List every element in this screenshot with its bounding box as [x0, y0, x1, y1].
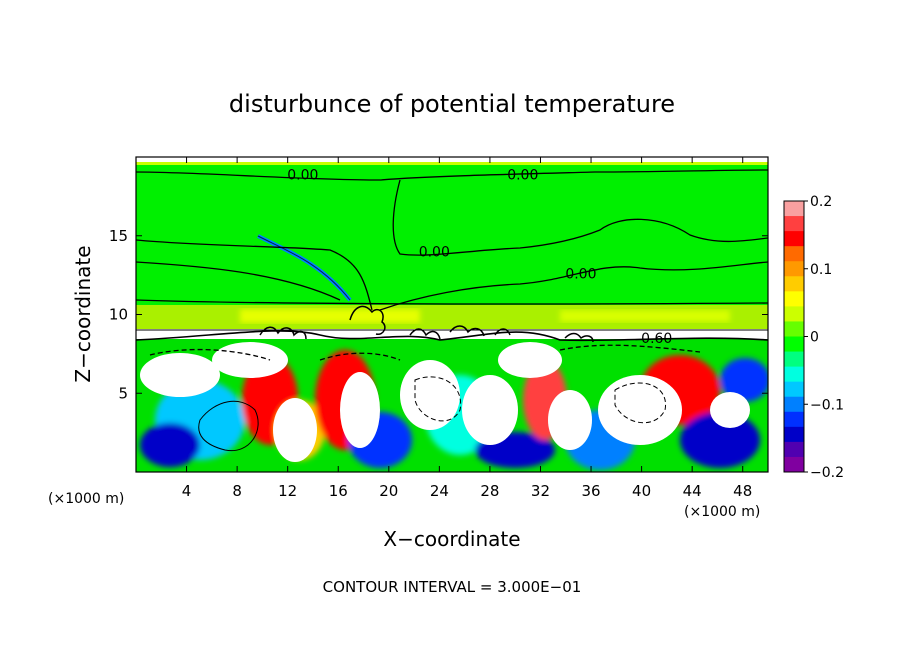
- colorbar-swatch: [784, 456, 804, 473]
- cloud-top: [494, 328, 511, 336]
- x-unit-right: (×1000 m): [684, 504, 760, 520]
- contour-label: 0.00: [287, 167, 318, 183]
- plot-area: [136, 157, 768, 472]
- y-tick-label: 5: [118, 384, 128, 402]
- contour-label: 0.00: [565, 267, 596, 283]
- cloud-top: [349, 305, 386, 335]
- turbulent-layer: [136, 339, 768, 472]
- blob: [680, 412, 760, 468]
- contour-line: [136, 330, 768, 342]
- colorbar-tick-label: 0.2: [810, 194, 832, 210]
- top-strip-yellow: [136, 162, 768, 165]
- contour-line: [414, 376, 462, 422]
- x-tick-label: 32: [531, 482, 550, 500]
- colorbar-swatch: [784, 276, 804, 292]
- contour-label: 0.00: [419, 245, 450, 261]
- colorbar-swatch: [784, 411, 804, 428]
- colorbar-swatch: [784, 201, 804, 217]
- contour-line: [136, 239, 373, 311]
- band-yellow: [240, 309, 420, 323]
- x-tick-label: 20: [379, 482, 398, 500]
- band-yellow-2: [560, 310, 730, 322]
- colorbar-swatch: [784, 321, 804, 337]
- x-tick-label: 44: [683, 482, 702, 500]
- colorbar: [783, 200, 805, 473]
- chart-title: disturbunce of potential temperature: [229, 90, 675, 118]
- x-tick-label: 48: [733, 482, 752, 500]
- contour-line: [149, 344, 701, 361]
- x-tick-label: 24: [430, 482, 449, 500]
- x-tick-label: 40: [632, 482, 651, 500]
- colorbar-swatch: [784, 366, 804, 383]
- contour-label: 0.60: [641, 331, 672, 347]
- colorbar-tick-label: −0.2: [810, 465, 844, 481]
- contour-labels: 0.00 0.00 0.00 0.00 0.60: [287, 167, 672, 347]
- x-tick-label: 28: [480, 482, 499, 500]
- white-blob: [400, 360, 460, 430]
- y-axis: 5 10 15: [109, 227, 768, 402]
- white-blob: [548, 390, 592, 450]
- plume-outline: [257, 235, 351, 301]
- white-blob: [598, 375, 682, 445]
- contours: [136, 169, 768, 452]
- contour-line: [614, 382, 666, 424]
- blob: [140, 423, 200, 467]
- white-blob: [462, 375, 518, 445]
- y-tick-label: 10: [109, 306, 128, 324]
- colorbar-swatch: [784, 381, 804, 398]
- cloud-top: [409, 328, 441, 340]
- white-blob: [212, 342, 288, 378]
- y-axis-label: Z−coordinate: [71, 245, 95, 382]
- white-blob: [140, 353, 220, 397]
- x-axis: 4 8 12 16 20 24 28 32 36 40 44 48: [182, 157, 752, 500]
- x-axis-label: X−coordinate: [383, 527, 520, 551]
- white-blob: [498, 342, 562, 378]
- colorbar-swatch: [784, 216, 804, 232]
- cloud-top: [449, 325, 485, 337]
- contour-line: [379, 261, 768, 311]
- cloud-tops: [259, 305, 594, 343]
- colorbar-swatch: [784, 231, 804, 247]
- colorbar-swatch: [784, 396, 804, 413]
- colorbar-tick-label: 0.1: [810, 262, 832, 278]
- x-unit-left: (×1000 m): [48, 491, 124, 507]
- contour-line: [136, 169, 768, 181]
- top-strip: [136, 157, 768, 162]
- band-white: [136, 329, 768, 339]
- colorbar-swatch: [784, 426, 804, 443]
- white-blob: [710, 392, 750, 428]
- x-tick-label: 8: [232, 482, 242, 500]
- contour-line: [198, 400, 259, 452]
- blob: [720, 358, 768, 402]
- colorbar-swatch: [784, 336, 804, 353]
- colorbar-swatch: [784, 261, 804, 277]
- x-tick-label: 16: [329, 482, 348, 500]
- cloud-top: [259, 326, 307, 340]
- colorbar-swatch: [784, 291, 804, 307]
- colorbar-swatch: [784, 351, 804, 368]
- contour-line: [136, 261, 341, 301]
- colorbar-swatch: [784, 246, 804, 262]
- contour-interval-note: CONTOUR INTERVAL = 3.000E−01: [323, 578, 582, 596]
- colorbar-axis: 0.2 0.1 0 −0.1 −0.2: [804, 194, 844, 481]
- white-blob: [340, 372, 380, 448]
- contour-line: [392, 179, 768, 256]
- x-tick-label: 12: [278, 482, 297, 500]
- y-tick-label: 15: [109, 227, 128, 245]
- colorbar-swatch: [784, 306, 804, 322]
- contour-line: [136, 299, 768, 305]
- white-blob: [273, 398, 317, 462]
- contour-label: 0.00: [507, 167, 538, 183]
- colorbar-tick-label: 0: [810, 330, 819, 346]
- colorbar-tick-label: −0.1: [810, 397, 844, 413]
- colorbar-swatch: [784, 441, 804, 458]
- cloud-top: [564, 332, 594, 343]
- x-tick-label: 4: [182, 482, 192, 500]
- x-tick-label: 36: [581, 482, 600, 500]
